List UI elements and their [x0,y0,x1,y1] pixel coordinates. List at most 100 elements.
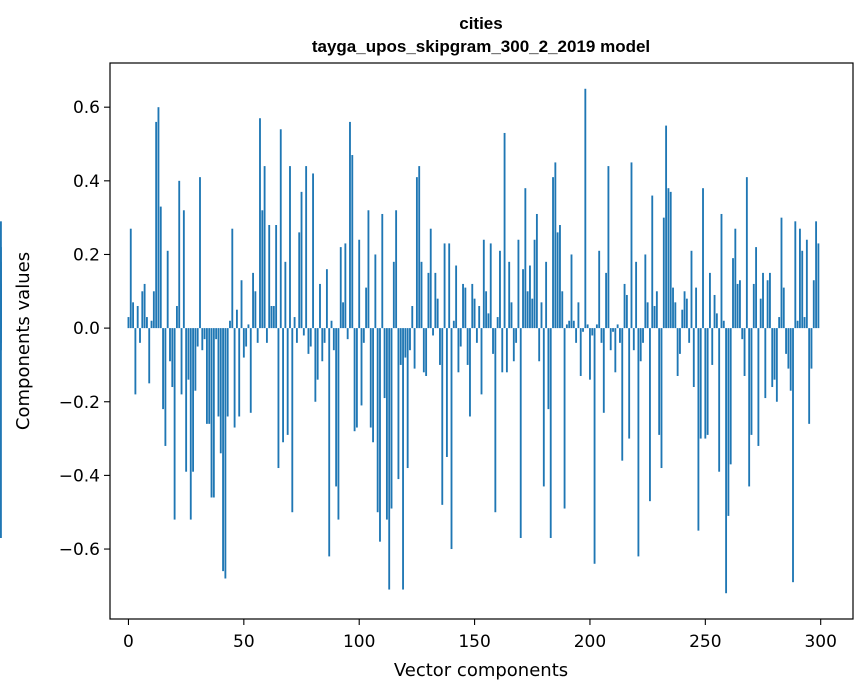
bar [210,328,213,498]
bar [672,287,674,329]
bar [628,328,631,439]
bar [344,243,347,329]
y-tick-label: −0.6 [59,540,100,560]
bar [769,272,771,329]
bar [268,225,271,329]
bar [443,243,446,329]
bar [715,313,718,329]
bar [586,324,589,329]
bar [732,258,734,329]
bar [192,328,194,472]
bar [376,328,379,513]
bar [429,228,432,329]
bar [203,328,206,340]
bar [739,280,741,329]
bar [261,210,264,329]
bar [505,328,508,373]
x-axis-label: Vector components [394,660,568,681]
bar [706,328,709,435]
bar [535,213,538,329]
bar [238,328,241,417]
bar [155,121,158,329]
bar [796,320,799,329]
bar [418,166,421,329]
bar [639,328,642,362]
bar [702,188,704,329]
y-tick-label: 0.2 [73,245,100,265]
bar [277,328,280,469]
bar [665,125,668,329]
x-tick-label: 100 [343,632,375,652]
bar [688,328,691,343]
bar [533,239,536,329]
bar [773,328,776,380]
bar [231,228,234,329]
bar [441,328,444,505]
bar [510,302,513,329]
bar [545,261,548,329]
bar [792,328,794,583]
bar [335,328,338,487]
bar [385,328,388,520]
bar [729,328,732,465]
bar [494,328,497,513]
bar [402,328,404,590]
bar [321,328,324,362]
bar [741,328,744,340]
bar [561,291,564,329]
bar [593,328,596,564]
bar [584,88,587,329]
bar [286,328,289,435]
bar [720,213,723,329]
bar [748,328,751,487]
bar [427,272,430,329]
bar [529,265,531,329]
bar [360,328,363,406]
bar [681,309,684,329]
bar [669,191,672,329]
bar [328,328,331,557]
bar [676,328,679,376]
bar [180,328,183,395]
bar [625,294,628,329]
bar [637,328,640,557]
bar [621,328,624,461]
bar [743,328,746,376]
bar [630,162,633,329]
bar [291,328,294,513]
bar [413,328,416,369]
bar [323,328,326,343]
bar [270,306,273,329]
bar [801,250,804,329]
bar [653,306,656,329]
bar [549,328,552,538]
bar [346,328,349,340]
bar [159,206,162,329]
bar [794,221,797,329]
bar [644,254,647,329]
bar [367,210,370,329]
bar [445,328,448,457]
bar [799,228,801,329]
bar [284,261,287,329]
bar [362,328,365,343]
x-tick-label: 250 [689,632,721,652]
bar [388,328,391,590]
bar [662,217,665,329]
bar [674,302,677,329]
bar [727,328,730,516]
bar [589,328,591,380]
bar [519,328,522,538]
bar [201,328,204,351]
bar [436,298,439,329]
bar [803,317,806,329]
bar [725,328,728,594]
bar [709,272,711,329]
bar [568,320,571,329]
bar [432,328,434,336]
bar [524,188,527,329]
bar [215,328,218,340]
bar [805,239,808,329]
